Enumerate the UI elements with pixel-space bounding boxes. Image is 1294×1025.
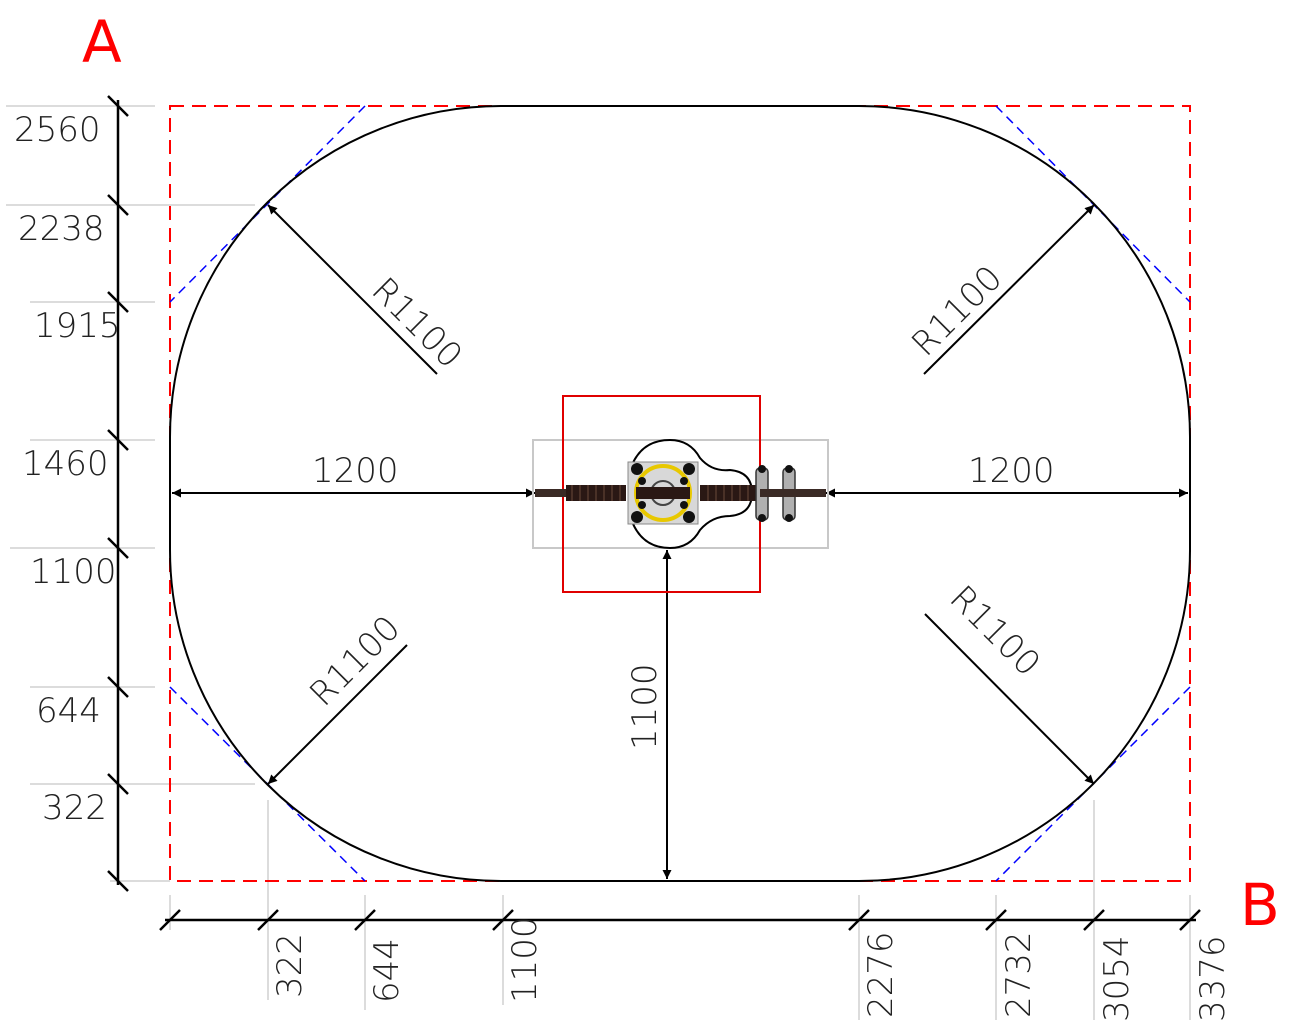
extension-guides (6, 105, 1191, 1020)
vertical-tick-1915: 1915 (34, 306, 121, 346)
vertical-tick-2238: 2238 (18, 209, 105, 249)
vertical-tick-1460: 1460 (22, 444, 109, 484)
horizontal-dimension-axis (159, 909, 1201, 931)
vertical-tick-1100: 1100 (30, 552, 117, 592)
corner-label-b: B (1240, 871, 1280, 939)
clearance-dimension-lines (172, 488, 1188, 879)
equipment-footprint (532, 439, 829, 549)
radius-label-bottom-right: R1100 (942, 578, 1048, 684)
corner-label-a: A (82, 8, 122, 76)
radius-label-bottom-left: R1100 (302, 608, 408, 714)
horizontal-tick-3376: 3376 (1193, 935, 1233, 1022)
horizontal-tick-644: 644 (367, 938, 407, 1003)
horizontal-tick-2732: 2732 (999, 931, 1039, 1018)
horizontal-tick-2276: 2276 (861, 931, 901, 1018)
horizontal-tick-3054: 3054 (1097, 935, 1137, 1022)
vertical-tick-322: 322 (42, 788, 107, 828)
horizontal-tick-322: 322 (270, 933, 310, 998)
vertical-tick-2560: 2560 (14, 110, 101, 150)
clearance-label-right: 1200 (968, 451, 1055, 491)
horizontal-tick-1100: 1100 (505, 916, 545, 1003)
radius-label-top-right: R1100 (904, 258, 1010, 364)
vertical-dimension-axis (107, 95, 129, 892)
vertical-tick-644: 644 (36, 691, 101, 731)
impact-area-outline (169, 104, 1191, 883)
radius-label-top-left: R1100 (364, 270, 470, 376)
clearance-label-bottom: 1100 (625, 663, 665, 750)
clearance-label-left: 1200 (312, 451, 399, 491)
radius-leaders (267, 204, 1095, 785)
equipment-top-view (535, 438, 826, 550)
